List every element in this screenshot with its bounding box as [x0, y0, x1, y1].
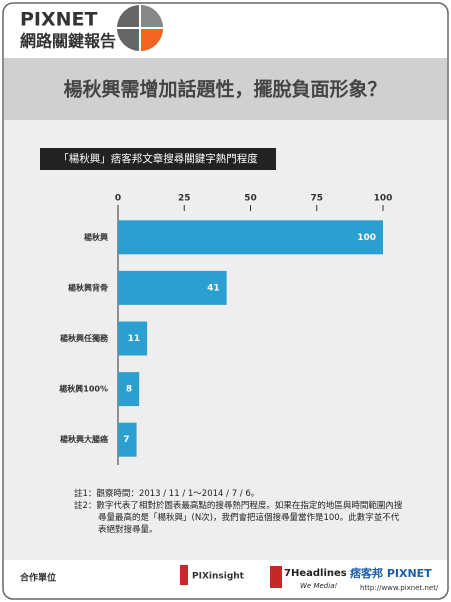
pie-icon — [117, 5, 163, 51]
y-tick-label: 楊秋興100% — [59, 384, 108, 394]
y-tick-label: 楊秋興背骨 — [68, 282, 108, 292]
bar — [118, 270, 227, 305]
x-tick-label: 25 — [178, 194, 191, 204]
url: http://www.pixnet.net/ — [360, 584, 439, 592]
value-label: 100 — [357, 233, 376, 243]
title-banner — [4, 58, 447, 120]
report-name: 網路關鍵報告 — [20, 32, 116, 51]
value-label: 11 — [128, 334, 141, 344]
y-tick-label: 楊秋興 — [84, 232, 108, 242]
note: 註1：觀察時間：2013 / 11 / 1～2014 / 7 / 6。 — [74, 489, 260, 499]
bar — [118, 372, 140, 407]
bar — [118, 422, 137, 457]
logo2-icon — [270, 566, 282, 588]
logo2: 7Headlines — [284, 568, 347, 579]
note: 註2：數字代表了相對於圖表最高點的搜尋熱門程度。如果在指定的地區與時間範圍內搜尋… — [74, 501, 403, 535]
chart-title: 楊秋興需增加話題性，擺脫負面形象？ — [63, 78, 386, 101]
chart-bg — [4, 120, 447, 560]
value-label: 41 — [207, 283, 220, 293]
y-tick-label: 楊秋興任獨務 — [60, 333, 109, 343]
bar — [118, 220, 383, 255]
chart-subtitle: 「楊秋興」痞客邦文章搜尋關鍵字熱門程度 — [58, 152, 258, 165]
x-tick-label: 75 — [310, 194, 323, 204]
logo3: 痞客邦 PIXNET — [350, 566, 432, 580]
x-tick-label: 0 — [115, 194, 121, 204]
logo2-tag: We Media! — [300, 582, 337, 590]
value-label: 8 — [126, 385, 132, 395]
bar — [118, 321, 148, 356]
logo1-icon — [180, 565, 188, 585]
value-label: 7 — [123, 435, 129, 445]
x-tick-label: 50 — [244, 194, 257, 204]
y-tick-label: 楊秋興大腸癌 — [60, 434, 108, 444]
partners-label: 合作單位 — [20, 572, 56, 584]
notes: 註1：觀察時間：2013 / 11 / 1～2014 / 7 / 6。 註2：數… — [74, 488, 404, 536]
brand: PIXNET — [20, 9, 98, 31]
subtitle-tag — [40, 148, 276, 170]
x-tick-label: 100 — [374, 194, 393, 204]
logo1: PIXinsight — [192, 572, 245, 582]
